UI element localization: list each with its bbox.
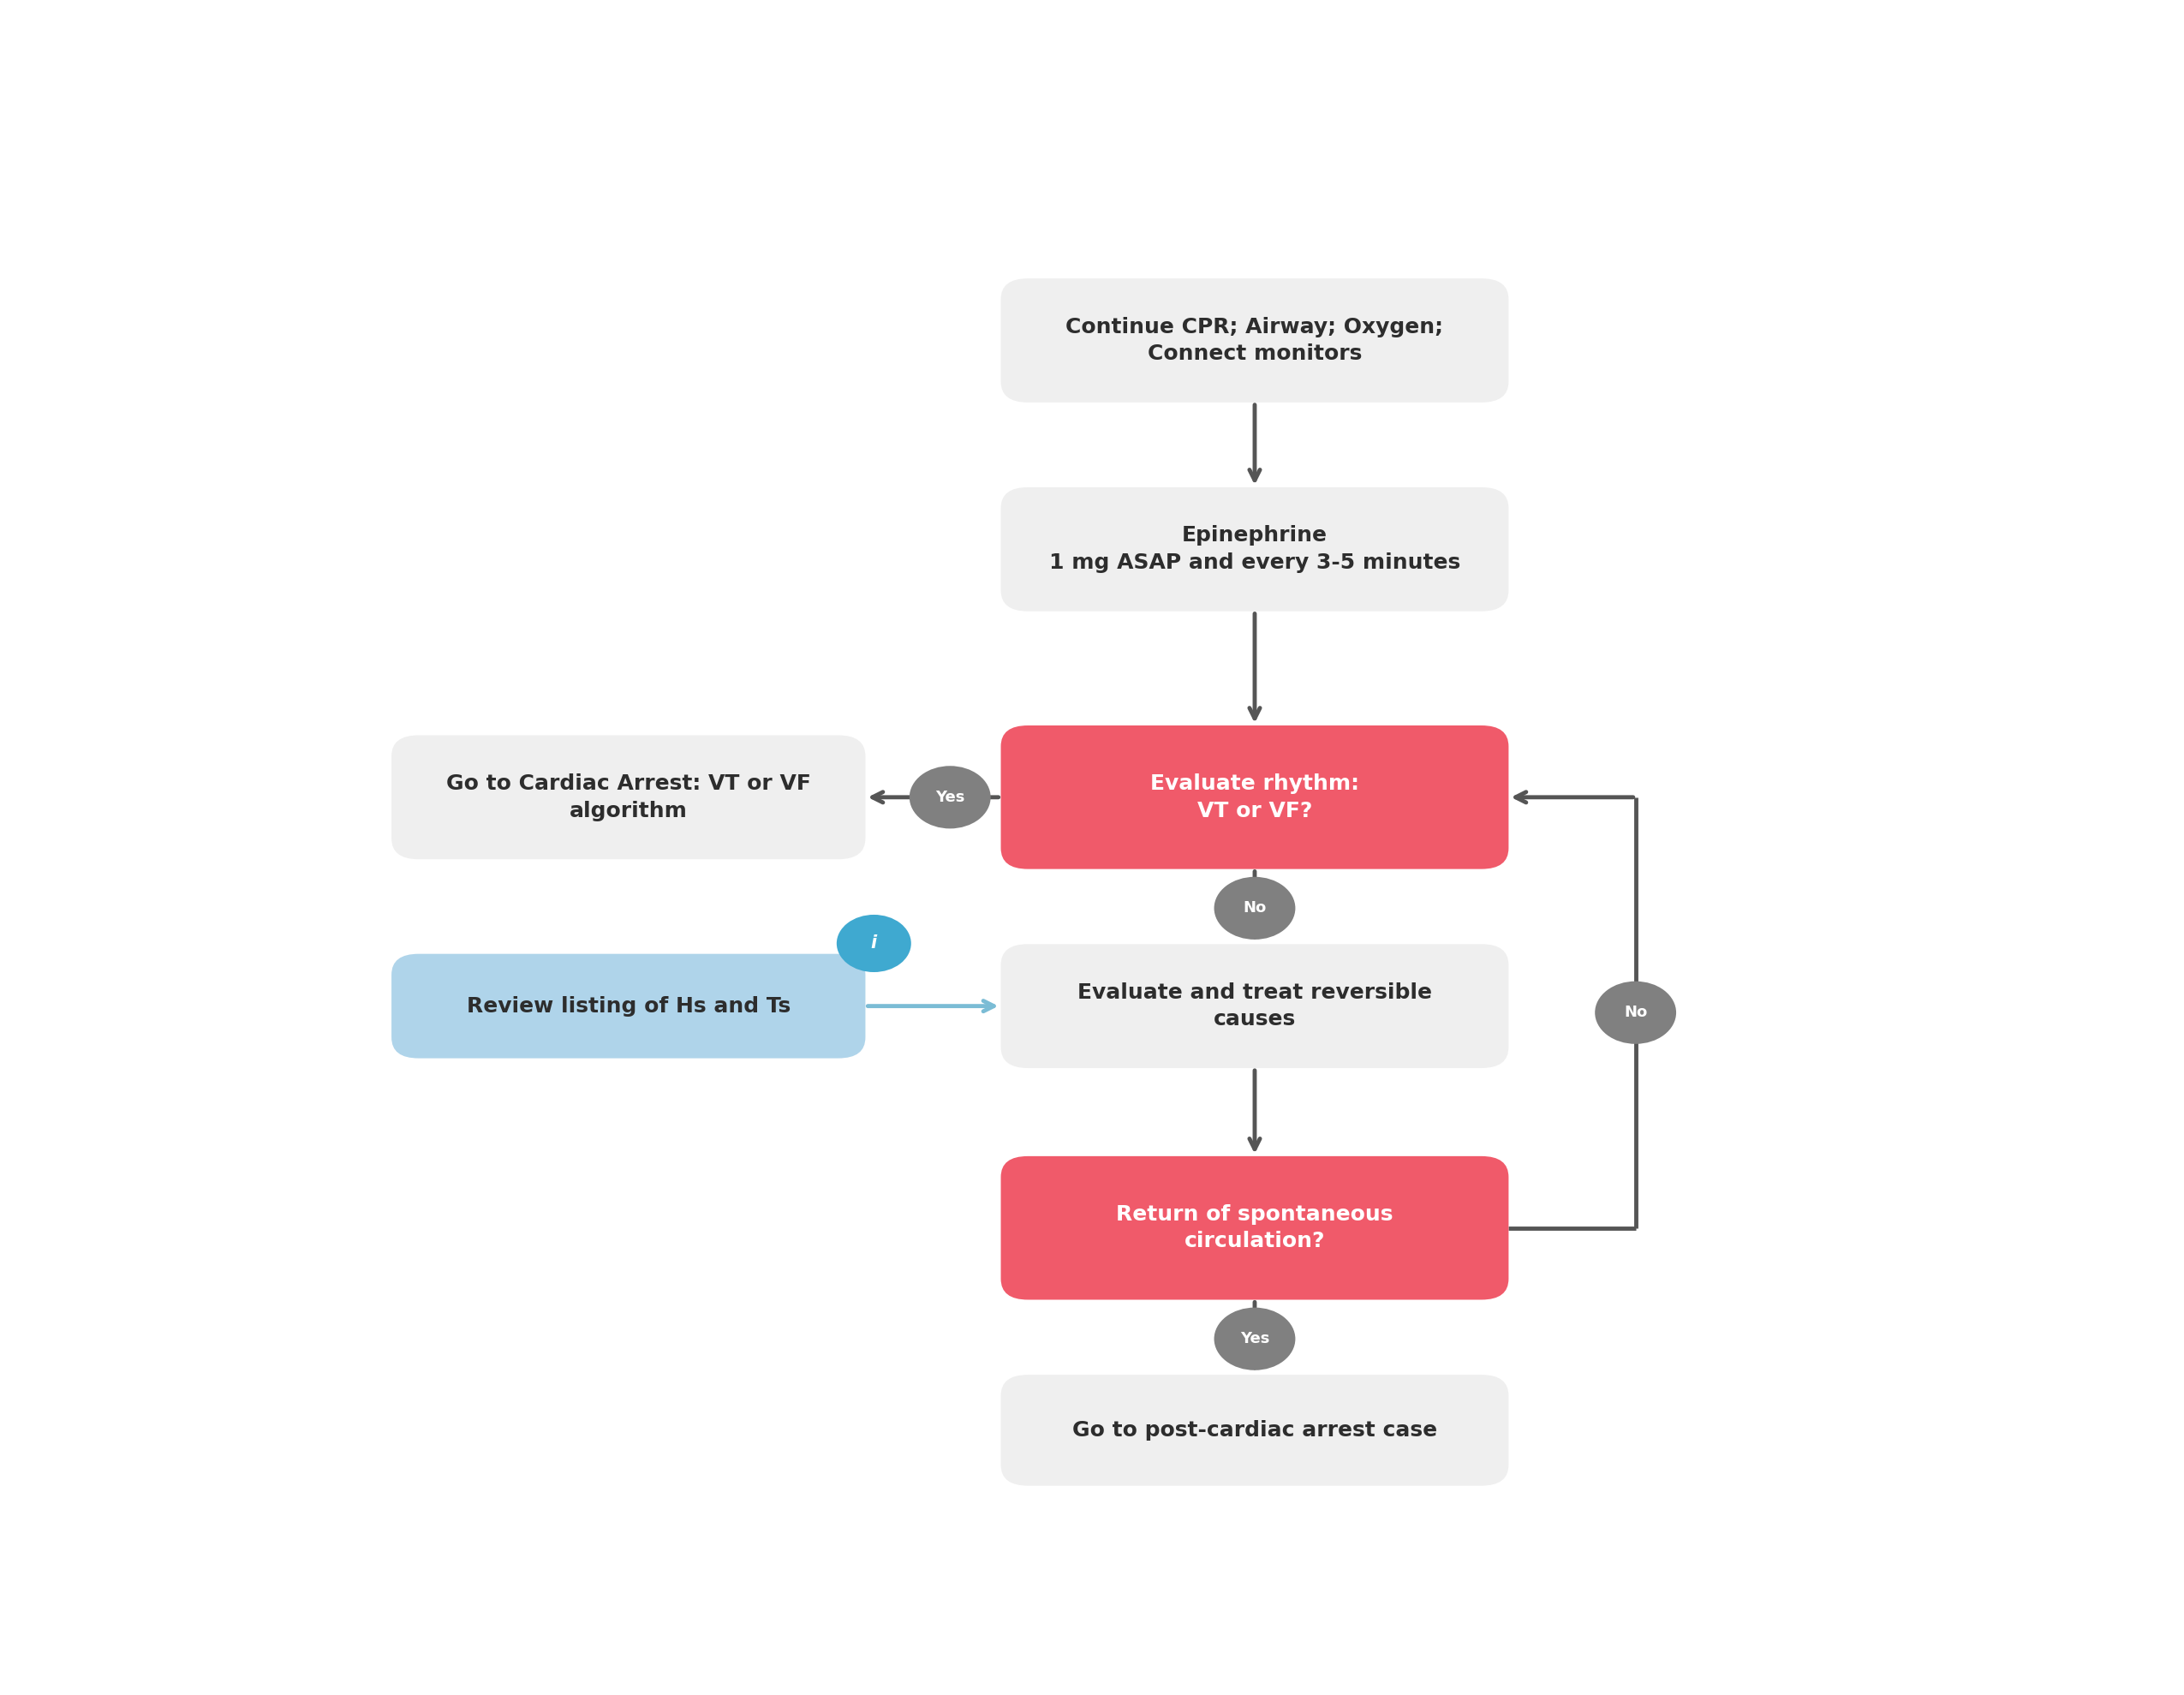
Text: Go to post-cardiac arrest case: Go to post-cardiac arrest case — [1072, 1420, 1437, 1441]
FancyBboxPatch shape — [1000, 486, 1509, 612]
Text: Evaluate rhythm:
VT or VF?: Evaluate rhythm: VT or VF? — [1151, 773, 1358, 820]
Circle shape — [1594, 981, 1675, 1044]
FancyBboxPatch shape — [1000, 944, 1509, 1068]
Circle shape — [909, 766, 992, 829]
Circle shape — [836, 915, 911, 973]
Text: i: i — [871, 936, 878, 953]
FancyBboxPatch shape — [391, 954, 865, 1058]
Text: Continue CPR; Airway; Oxygen;
Connect monitors: Continue CPR; Airway; Oxygen; Connect mo… — [1066, 317, 1444, 364]
Circle shape — [1214, 876, 1295, 939]
FancyBboxPatch shape — [1000, 725, 1509, 870]
Text: No: No — [1243, 900, 1267, 915]
Text: Review listing of Hs and Ts: Review listing of Hs and Ts — [467, 995, 791, 1017]
Text: Epinephrine
1 mg ASAP and every 3-5 minutes: Epinephrine 1 mg ASAP and every 3-5 minu… — [1048, 525, 1461, 573]
FancyBboxPatch shape — [1000, 278, 1509, 402]
Circle shape — [1214, 1307, 1295, 1370]
Text: Yes: Yes — [935, 790, 965, 805]
Text: Evaluate and treat reversible
causes: Evaluate and treat reversible causes — [1077, 983, 1433, 1031]
Text: Yes: Yes — [1241, 1331, 1269, 1346]
FancyBboxPatch shape — [1000, 1156, 1509, 1300]
Text: Go to Cardiac Arrest: VT or VF
algorithm: Go to Cardiac Arrest: VT or VF algorithm — [446, 773, 810, 820]
Text: Return of spontaneous
circulation?: Return of spontaneous circulation? — [1116, 1203, 1393, 1251]
FancyBboxPatch shape — [1000, 1375, 1509, 1487]
FancyBboxPatch shape — [391, 736, 865, 859]
Text: No: No — [1625, 1005, 1647, 1020]
